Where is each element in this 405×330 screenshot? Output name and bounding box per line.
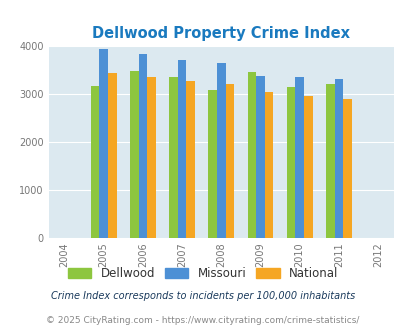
Bar: [216, 63, 225, 238]
Bar: [247, 72, 256, 238]
Bar: [225, 83, 234, 238]
Bar: [208, 90, 216, 238]
Bar: [147, 77, 156, 238]
Bar: [177, 60, 186, 238]
Bar: [138, 54, 147, 238]
Bar: [264, 92, 273, 238]
Bar: [325, 83, 334, 238]
Bar: [130, 71, 138, 238]
Text: Crime Index corresponds to incidents per 100,000 inhabitants: Crime Index corresponds to incidents per…: [51, 291, 354, 301]
Bar: [342, 99, 351, 238]
Bar: [90, 86, 99, 238]
Bar: [303, 96, 312, 238]
Bar: [286, 87, 295, 238]
Title: Dellwood Property Crime Index: Dellwood Property Crime Index: [92, 26, 350, 41]
Legend: Dellwood, Missouri, National: Dellwood, Missouri, National: [64, 263, 341, 283]
Bar: [334, 79, 342, 238]
Text: © 2025 CityRating.com - https://www.cityrating.com/crime-statistics/: © 2025 CityRating.com - https://www.city…: [46, 316, 359, 325]
Bar: [99, 49, 108, 238]
Bar: [108, 74, 116, 238]
Bar: [256, 76, 264, 238]
Bar: [295, 77, 303, 238]
Bar: [186, 81, 194, 238]
Bar: [169, 77, 177, 238]
